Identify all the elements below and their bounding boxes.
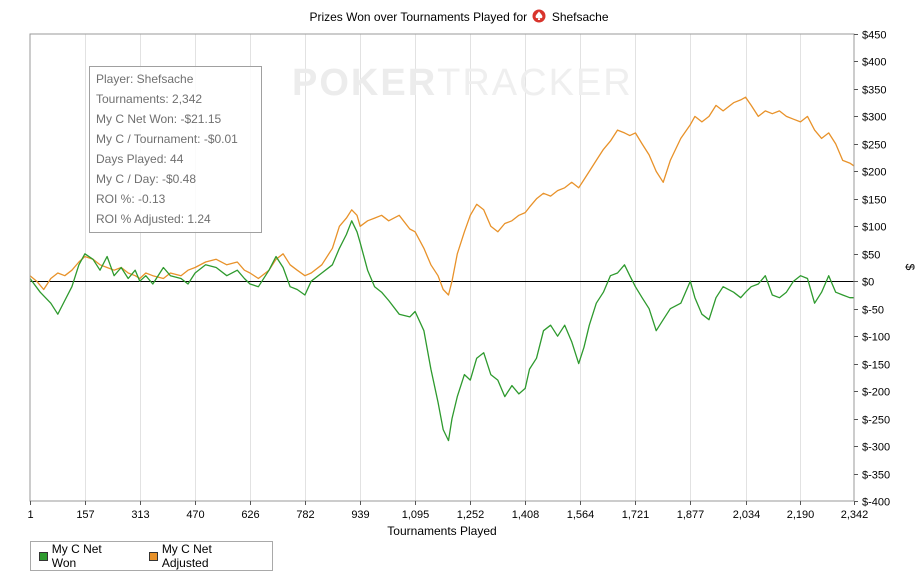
y-tick-label: $-150 bbox=[862, 360, 890, 372]
y-axis-title: $ bbox=[903, 264, 917, 271]
legend-item-net-won[interactable]: My C Net Won bbox=[39, 542, 127, 570]
y-tick-label: $150 bbox=[862, 195, 886, 207]
x-tick-label: 1,408 bbox=[512, 509, 540, 521]
y-tick-label: $-50 bbox=[862, 305, 884, 317]
x-tick-label: 157 bbox=[76, 509, 94, 521]
y-tick-label: $-200 bbox=[862, 387, 890, 399]
stat-roi-adjusted: ROI % Adjusted: 1.24 bbox=[96, 212, 211, 226]
y-tick-label: $0 bbox=[862, 277, 874, 289]
player-stats-box: Player: Shefsache Tournaments: 2,342 My … bbox=[89, 66, 262, 233]
legend-swatch-net-adjusted bbox=[149, 551, 158, 561]
watermark-part-1: POKER bbox=[292, 62, 438, 104]
legend-swatch-net-won bbox=[39, 551, 48, 561]
x-tick-label: 1,877 bbox=[677, 509, 705, 521]
x-axis-ticks: 1 157 313 470 626 782 939 1,095 1,252 1,408 1,564 1… bbox=[27, 501, 868, 521]
chart-title: Prizes Won over Tournaments Played for S… bbox=[0, 9, 918, 24]
chart-title-text: Prizes Won over Tournaments Played for bbox=[309, 10, 528, 24]
stat-net-won: My C Net Won: -$21.15 bbox=[96, 112, 222, 126]
x-tick-label: 1,721 bbox=[622, 509, 650, 521]
x-tick-label: 470 bbox=[186, 509, 204, 521]
x-tick-label: 2,034 bbox=[733, 509, 761, 521]
x-tick-label: 2,190 bbox=[787, 509, 815, 521]
legend-item-net-adjusted[interactable]: My C Net Adjusted bbox=[149, 542, 258, 570]
stat-per-day: My C / Day: -$0.48 bbox=[96, 172, 197, 186]
y-tick-label: $400 bbox=[862, 57, 886, 69]
stat-tournaments: Tournaments: 2,342 bbox=[96, 92, 203, 106]
y-axis-ticks: $450 $400 $350 $300 $250 $200 $150 $100 $50 $0 $-5… bbox=[854, 30, 890, 509]
x-tick-label: 1,564 bbox=[567, 509, 595, 521]
y-tick-label: $250 bbox=[862, 140, 886, 152]
legend-label-net-adjusted: My C Net Adjusted bbox=[161, 542, 212, 570]
series-layer bbox=[29, 96, 855, 442]
grid-lines bbox=[30, 34, 854, 501]
player-name: Shefsache bbox=[551, 10, 609, 24]
x-tick-label: 782 bbox=[296, 509, 314, 521]
y-tick-label: $-250 bbox=[862, 415, 890, 427]
pokertracker-watermark: POKERTRACKER bbox=[292, 62, 633, 105]
series-line-net-won bbox=[29, 220, 854, 442]
x-tick-label: 626 bbox=[241, 509, 259, 521]
y-tick-label: $200 bbox=[862, 167, 886, 179]
stat-roi: ROI %: -0.13 bbox=[96, 192, 166, 206]
y-tick-label: $-300 bbox=[862, 442, 890, 454]
x-tick-label: 313 bbox=[131, 509, 149, 521]
y-tick-label: $-350 bbox=[862, 470, 890, 482]
y-tick-label: $350 bbox=[862, 85, 886, 97]
x-axis-title: Tournaments Played bbox=[387, 524, 496, 538]
stat-days-played: Days Played: 44 bbox=[96, 152, 184, 166]
x-tick-label: 2,342 bbox=[841, 509, 869, 521]
y-tick-label: $450 bbox=[862, 30, 886, 42]
stat-per-tournament: My C / Tournament: -$0.01 bbox=[96, 132, 238, 146]
x-tick-label: 1,252 bbox=[457, 509, 485, 521]
x-tick-label: 1,095 bbox=[402, 509, 430, 521]
stat-player: Player: Shefsache bbox=[96, 72, 194, 86]
y-tick-label: $-100 bbox=[862, 332, 890, 344]
watermark-part-2: TRACKER bbox=[437, 62, 633, 104]
x-tick-label: 939 bbox=[351, 509, 369, 521]
plot-area-border bbox=[29, 33, 855, 502]
y-tick-label: $300 bbox=[862, 112, 886, 124]
x-tick-label: 1 bbox=[27, 509, 33, 521]
y-tick-label: $100 bbox=[862, 222, 886, 234]
chart-legend: My C Net Won My C Net Adjusted bbox=[30, 541, 273, 571]
poker-spade-icon bbox=[532, 9, 546, 23]
legend-label-net-won: My C Net Won bbox=[51, 542, 102, 570]
y-tick-label: $-400 bbox=[862, 497, 890, 509]
series-line-net-adjusted bbox=[29, 96, 855, 296]
y-tick-label: $50 bbox=[862, 250, 880, 262]
